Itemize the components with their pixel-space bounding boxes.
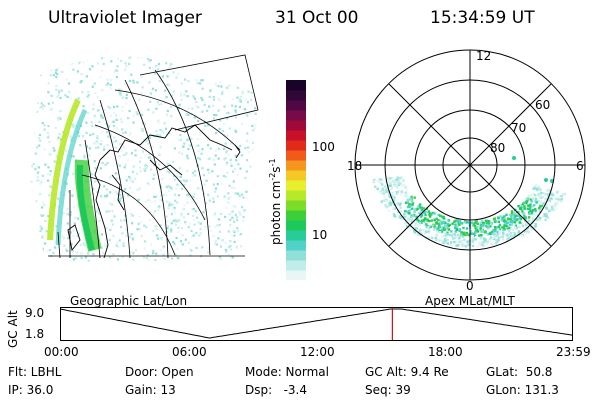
polar-oval-dots [372,156,566,248]
mlat-label-80: 80 [490,141,505,155]
colorbar-step [286,150,306,161]
colorbar-step [286,170,306,181]
colorbar-step [286,250,306,261]
geographic-map [30,54,260,263]
lat-lon-grid [48,54,259,259]
timeline-ytick-1.8: 1.8 [25,327,45,341]
colorbar-step [286,80,306,91]
mlt-label-6: 6 [576,159,584,173]
polar-grid [354,49,586,281]
status-dsp: Dsp: -3.4 [245,383,308,397]
apex-caption: Apex MLat/MLT [425,294,515,308]
colorbar-step [286,180,306,191]
colorbar-step [286,210,306,221]
status-gc-alt: GC Alt: 9.4 Re [365,365,449,379]
timeline-ytick-9: 9.0 [25,306,45,320]
colorbar-step [286,130,306,141]
colorbar-step [286,90,306,101]
colorbar-gradient [286,80,306,281]
status-glon: GLon: 131.3 [486,383,559,397]
timeline-ylabel: GC Alt [6,310,20,348]
altitude-curve [60,308,573,339]
colorbar-step [286,120,306,131]
altitude-timeline [60,307,573,341]
colorbar-step [286,240,306,251]
mlat-label-70: 70 [511,121,526,135]
status-mode: Mode: Normal [245,365,329,379]
colorbar-step [286,160,306,171]
mlt-label-12: 12 [476,49,491,63]
colorbar-step [286,100,306,111]
polar-mlat-mlt-plot: 12 18 6 0 60 70 80 [347,49,586,290]
colorbar-step [286,220,306,231]
status-ip: IP: 36.0 [8,383,54,397]
mlat-label-60: 60 [535,98,550,112]
colorbar-step [286,260,306,271]
colorbar-step [286,140,306,151]
timeline-xtick-1800: 18:00 [428,345,463,359]
status-flt: Flt: LBHL [8,365,62,379]
colorbar-step [286,270,306,281]
colorbar-tick-100: 100 [312,140,335,154]
colorbar-unit-label: photon cm-2s-1 [268,158,283,245]
timeline-xtick-0000: 00:00 [44,345,79,359]
colorbar-step [286,230,306,241]
observation-date: 31 Oct 00 [275,8,359,28]
timeline-xtick-2359: 23:59 [556,345,591,359]
coastlines [67,124,241,259]
colorbar-step [286,110,306,121]
status-door: Door: Open [125,365,194,379]
mlt-label-0: 0 [466,279,474,290]
colorbar-tick-10: 10 [312,228,328,242]
status-seq: Seq: 39 [365,383,411,397]
status-gain: Gain: 13 [125,383,176,397]
observation-time: 15:34:59 UT [430,8,535,28]
status-glat: GLat: 50.8 [486,365,553,379]
colorbar-step [286,200,306,211]
mlt-label-18: 18 [347,159,362,173]
geographic-caption: Geographic Lat/Lon [70,294,188,308]
timeline-xtick-1200: 12:00 [300,345,335,359]
instrument-title: Ultraviolet Imager [48,8,202,28]
auroral-band [47,98,81,241]
timeline-xtick-0600: 06:00 [172,345,207,359]
colorbar [286,80,306,281]
uv-image-field [30,56,260,263]
colorbar-step [286,190,306,201]
